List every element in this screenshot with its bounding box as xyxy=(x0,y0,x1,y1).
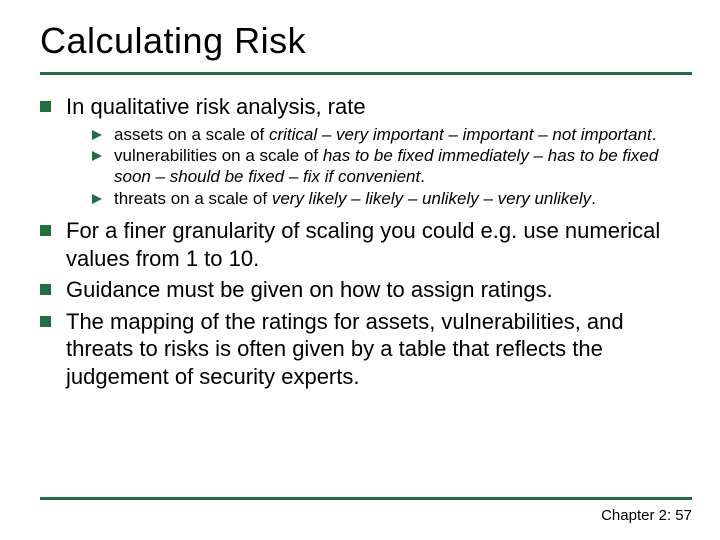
slide-body: In qualitative risk analysis, rate asset… xyxy=(40,93,692,390)
slide-title: Calculating Risk xyxy=(40,20,692,62)
sub-list-item: threats on a scale of very likely – like… xyxy=(92,189,692,210)
triangle-bullet-icon xyxy=(92,151,102,161)
sub-list-item-text: threats on a scale of very likely – like… xyxy=(114,189,692,210)
sub-list-item: assets on a scale of critical – very imp… xyxy=(92,125,692,146)
list-item-text: In qualitative risk analysis, rate xyxy=(66,93,692,121)
list-item: The mapping of the ratings for assets, v… xyxy=(40,308,692,391)
list-item-text: Guidance must be given on how to assign … xyxy=(66,276,692,304)
square-bullet-icon xyxy=(40,225,51,236)
square-bullet-icon xyxy=(40,316,51,327)
square-bullet-icon xyxy=(40,284,51,295)
triangle-bullet-icon xyxy=(92,194,102,204)
slide-footer: Chapter 2: 57 xyxy=(601,507,692,524)
list-item-text: For a finer granularity of scaling you c… xyxy=(66,217,692,272)
sub-list-item-text: vulnerabilities on a scale of has to be … xyxy=(114,146,692,187)
triangle-bullet-icon xyxy=(92,130,102,140)
footer-divider xyxy=(40,497,692,500)
title-divider xyxy=(40,72,692,75)
list-item: For a finer granularity of scaling you c… xyxy=(40,217,692,272)
square-bullet-icon xyxy=(40,101,51,112)
sub-list-item: vulnerabilities on a scale of has to be … xyxy=(92,146,692,187)
list-item: In qualitative risk analysis, rate xyxy=(40,93,692,121)
slide: Calculating Risk In qualitative risk ana… xyxy=(0,0,720,540)
list-item: Guidance must be given on how to assign … xyxy=(40,276,692,304)
sub-list: assets on a scale of critical – very imp… xyxy=(92,125,692,210)
sub-list-item-text: assets on a scale of critical – very imp… xyxy=(114,125,692,146)
list-item-text: The mapping of the ratings for assets, v… xyxy=(66,308,692,391)
